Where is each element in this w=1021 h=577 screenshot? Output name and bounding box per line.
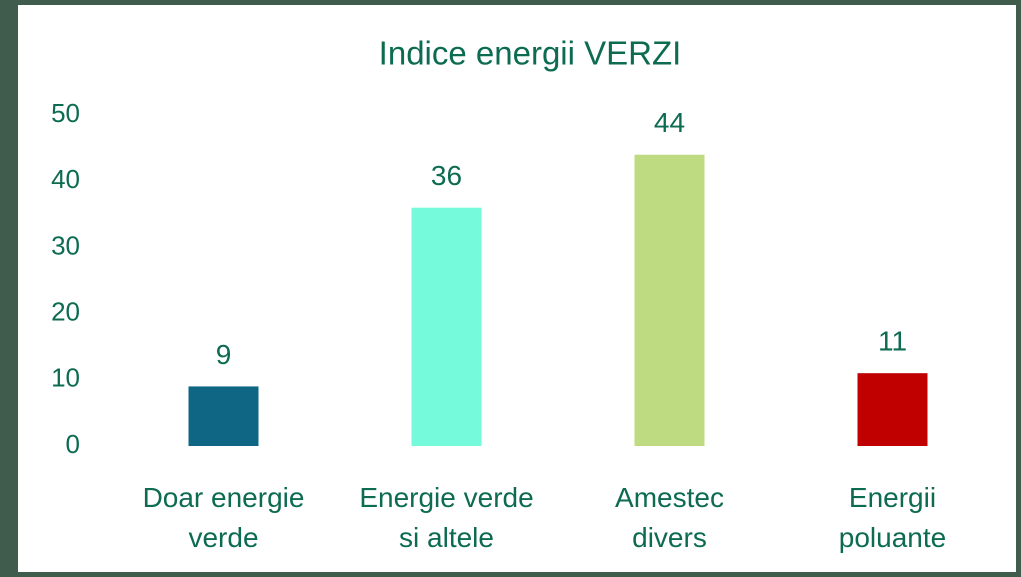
x-tick-label: Energii poluante	[838, 482, 947, 553]
chart-title: Indice energii VERZI	[379, 35, 682, 72]
data-label: 36	[431, 160, 462, 191]
y-tick-label: 10	[51, 363, 80, 393]
data-label: 11	[878, 326, 907, 357]
bar	[857, 373, 928, 446]
data-label: 9	[216, 339, 232, 370]
bar	[188, 386, 259, 446]
y-tick-label: 30	[51, 230, 80, 260]
x-tick-label: Amestec divers	[615, 482, 724, 553]
y-tick-label: 20	[51, 296, 80, 326]
bar	[634, 154, 705, 446]
data-label: 44	[654, 107, 685, 138]
y-tick-label: 40	[51, 164, 80, 194]
y-tick-label: 50	[51, 98, 80, 128]
y-tick-label: 0	[66, 429, 80, 459]
bar	[411, 207, 482, 446]
chart-area	[18, 5, 1016, 572]
x-tick-label: Doar energie verde	[142, 482, 305, 553]
x-tick-label: Energie verde si altele	[359, 482, 534, 553]
